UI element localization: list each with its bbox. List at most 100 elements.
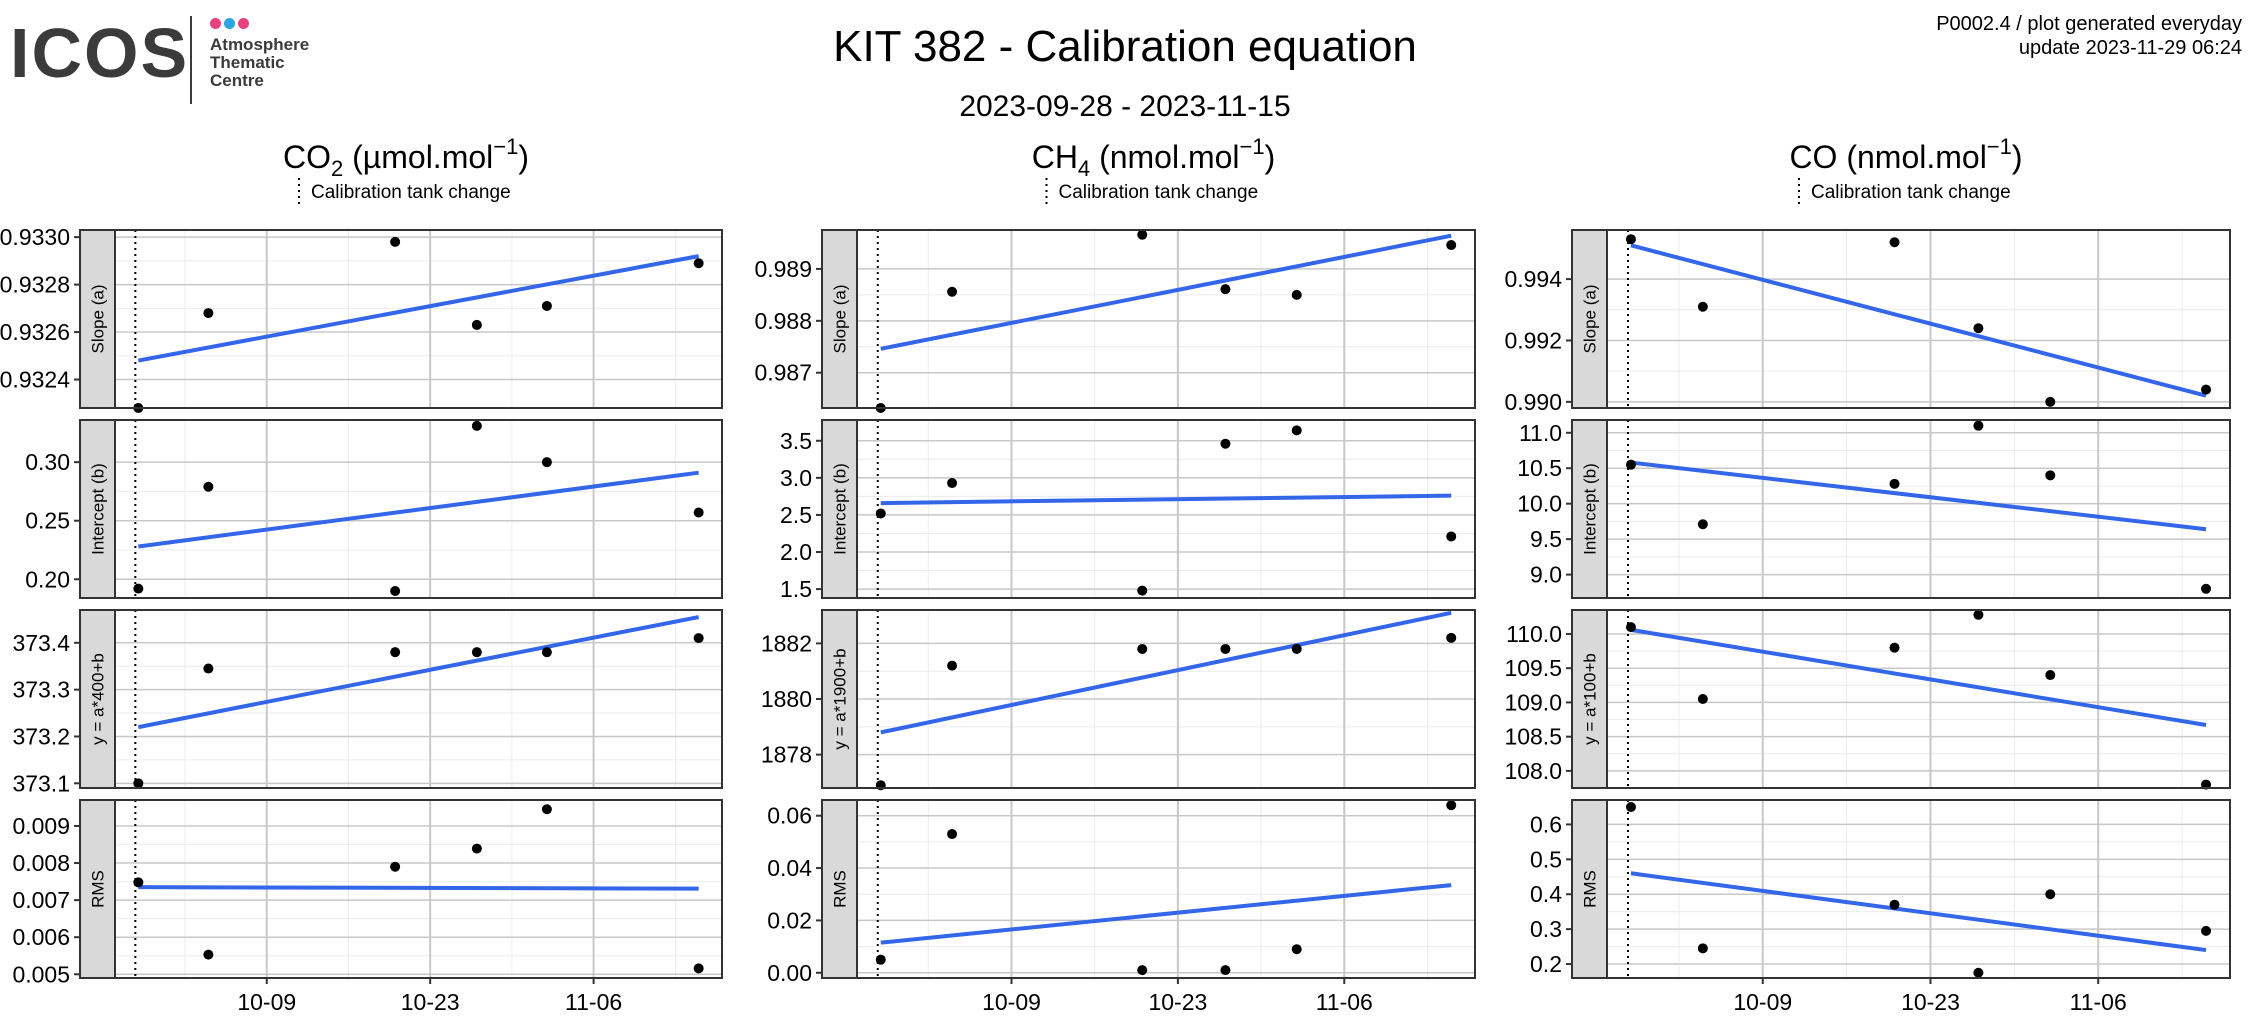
y-tick-label: 0.009: [12, 813, 70, 839]
data-point: [875, 508, 886, 519]
strip-label-box: [1571, 799, 1608, 979]
strip-label-box: [821, 609, 858, 789]
y-tick-label: 0.06: [767, 803, 812, 829]
y-tick-label: 373.4: [12, 630, 70, 656]
column-title: CH4 (nmol.mol−1): [1032, 134, 1276, 181]
data-point: [693, 507, 704, 518]
data-point: [1220, 643, 1231, 654]
data-point: [1291, 289, 1302, 300]
y-tick-label: 1880: [761, 686, 812, 712]
data-point: [133, 778, 144, 789]
data-point: [1291, 944, 1302, 955]
data-point: [1446, 632, 1457, 643]
y-tick-label: 0.9330: [0, 224, 70, 250]
logo-divider: [190, 16, 192, 104]
data-point: [1697, 694, 1708, 704]
y-tick-label: 1882: [761, 630, 812, 656]
x-tick-label: 11-06: [2070, 989, 2127, 1015]
strip-label: Intercept (b): [89, 463, 108, 555]
y-tick-label: 9.5: [1530, 526, 1562, 552]
y-tick-label: 0.994: [1504, 266, 1562, 292]
strip-label: Slope (a): [1581, 285, 1600, 354]
strip-label-box: [821, 799, 858, 979]
strip-label-box: [1571, 609, 1608, 789]
y-tick-label: 0.9328: [0, 272, 70, 298]
data-point: [2045, 470, 2056, 481]
fit-line: [880, 233, 1452, 351]
y-tick-label: 0.9324: [0, 367, 70, 393]
data-point: [2201, 583, 2212, 594]
data-point: [947, 829, 958, 840]
x-tick-label: 10-23: [1901, 989, 1960, 1015]
data-point: [693, 633, 704, 644]
data-point: [541, 804, 552, 815]
product-code: P0002.4 / plot generated everyday: [1936, 13, 2242, 35]
y-tick-label: 0.008: [12, 850, 70, 876]
fit-line: [880, 493, 1452, 506]
data-point: [1446, 800, 1457, 811]
fit-line: [880, 883, 1452, 945]
y-tick-label: 0.25: [25, 508, 70, 534]
data-point: [203, 949, 214, 960]
strip-label-box: [79, 419, 116, 599]
data-point: [1446, 240, 1457, 251]
plot-panel: [1607, 610, 2230, 788]
data-point: [1137, 585, 1148, 596]
logo-line-2: Thematic: [210, 53, 285, 72]
data-point: [1973, 967, 1984, 978]
data-point: [1625, 459, 1636, 470]
legend-tank-change-label: Calibration tank change: [311, 182, 511, 203]
icos-logo: ICOS Atmosphere Thematic Centre: [10, 10, 340, 105]
legend-tank-change-label: Calibration tank change: [1811, 182, 2011, 203]
data-point: [1973, 420, 1984, 431]
y-tick-label: 109.0: [1504, 689, 1562, 715]
y-tick-label: 0.992: [1504, 327, 1562, 353]
fit-line: [137, 615, 700, 730]
date-range: 2023-09-28 - 2023-11-15: [959, 90, 1291, 123]
y-tick-label: 0.6: [1530, 811, 1562, 837]
strip-label-box: [79, 799, 116, 979]
data-point: [471, 843, 482, 854]
data-point: [1697, 519, 1708, 530]
x-tick-label: 10-09: [237, 989, 296, 1015]
data-point: [1220, 438, 1231, 449]
y-tick-label: 108.5: [1504, 724, 1562, 750]
fit-line: [1630, 627, 2207, 727]
y-tick-label: 10.0: [1517, 491, 1562, 517]
y-tick-label: 2.5: [780, 502, 812, 528]
data-point: [1625, 234, 1636, 245]
y-tick-label: 3.0: [780, 465, 812, 491]
strip-label: Slope (a): [831, 285, 850, 354]
data-point: [1973, 609, 1984, 620]
generation-info: P0002.4 / plot generated everyday update…: [1936, 12, 2242, 60]
data-point: [471, 647, 482, 658]
data-point: [1220, 965, 1231, 976]
data-point: [1697, 943, 1708, 954]
column-title: CO (nmol.mol−1): [1789, 134, 2022, 175]
data-point: [1889, 237, 1900, 248]
y-tick-label: 0.990: [1504, 389, 1562, 415]
logo-line-3: Centre: [210, 71, 264, 90]
y-tick-label: 110.0: [1506, 621, 1562, 647]
y-tick-label: 1.5: [780, 576, 812, 602]
y-tick-label: 109.5: [1504, 655, 1562, 681]
data-point: [693, 258, 704, 269]
data-point: [875, 954, 886, 965]
fit-line: [1630, 871, 2207, 953]
data-point: [1697, 301, 1708, 312]
strip-label-box: [79, 229, 116, 409]
fit-line: [138, 885, 699, 891]
y-tick-label: 0.20: [25, 566, 70, 592]
plot-panel: [115, 230, 722, 408]
x-tick-label: 11-06: [1316, 989, 1373, 1015]
data-point: [1220, 284, 1231, 295]
y-tick-label: 0.988: [754, 308, 812, 334]
plot-panel: [1607, 420, 2230, 598]
y-tick-label: 0.9326: [0, 319, 70, 345]
strip-label: RMS: [89, 870, 108, 908]
data-point: [541, 300, 552, 311]
logo-dots: [210, 18, 260, 32]
strip-label-box: [821, 229, 858, 409]
fit-line: [1630, 460, 2207, 532]
fit-line: [137, 254, 700, 363]
